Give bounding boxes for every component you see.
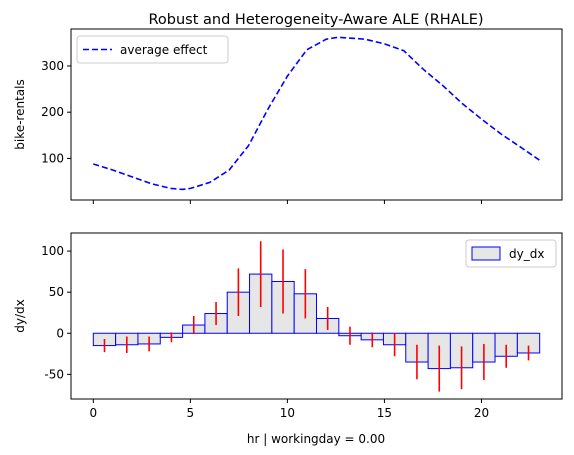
top-axes-frame (70, 28, 563, 201)
bottom-panel: -50 0 50 100 0 5 10 15 20 dy/dx hr | workingday… (13, 232, 563, 446)
top-legend-box (76, 35, 229, 64)
average-effect-line (93, 36, 541, 191)
bottom-y-tick-label: 50 (49, 285, 64, 299)
bottom-legend-label: dy_dx (509, 247, 544, 261)
bottom-axes-frame (70, 232, 563, 400)
top-x-ticks (92, 200, 482, 204)
bottom-y-axis-label: dy/dx (13, 299, 27, 332)
bottom-x-tick-label: 10 (280, 406, 295, 420)
top-legend: average effect (76, 35, 229, 64)
top-legend-label: average effect (120, 43, 208, 57)
dy-dx-error-bars (103, 241, 530, 392)
top-y-tick-label: 300 (41, 59, 64, 73)
bottom-x-tick-label: 20 (474, 406, 489, 420)
top-y-ticks: 100 200 300 (41, 59, 71, 165)
bottom-x-axis-label: hr | workingday = 0.00 (247, 432, 385, 446)
bottom-legend: dy_dx (465, 239, 557, 268)
figure-title: Robust and Heterogeneity-Aware ALE (RHAL… (148, 12, 483, 28)
top-y-tick-label: 200 (41, 105, 64, 119)
bottom-x-tick-label: 5 (187, 406, 195, 420)
bottom-x-tick-label: 0 (89, 406, 97, 420)
bottom-y-tick-label: 0 (56, 326, 64, 340)
bottom-x-tick-label: 15 (377, 406, 392, 420)
bottom-legend-swatch (471, 246, 501, 261)
bottom-y-ticks: -50 0 50 100 (41, 244, 71, 381)
bottom-y-tick-label: 100 (41, 244, 64, 258)
bottom-y-tick-label: -50 (44, 367, 64, 381)
top-y-axis-label: bike-rentals (13, 79, 27, 150)
dy-dx-bars (92, 273, 541, 370)
top-panel: 100 200 300 bike-rentals average effect (13, 28, 563, 204)
bottom-x-ticks: 0 5 10 15 20 (89, 399, 489, 420)
top-y-tick-label: 100 (41, 151, 64, 165)
